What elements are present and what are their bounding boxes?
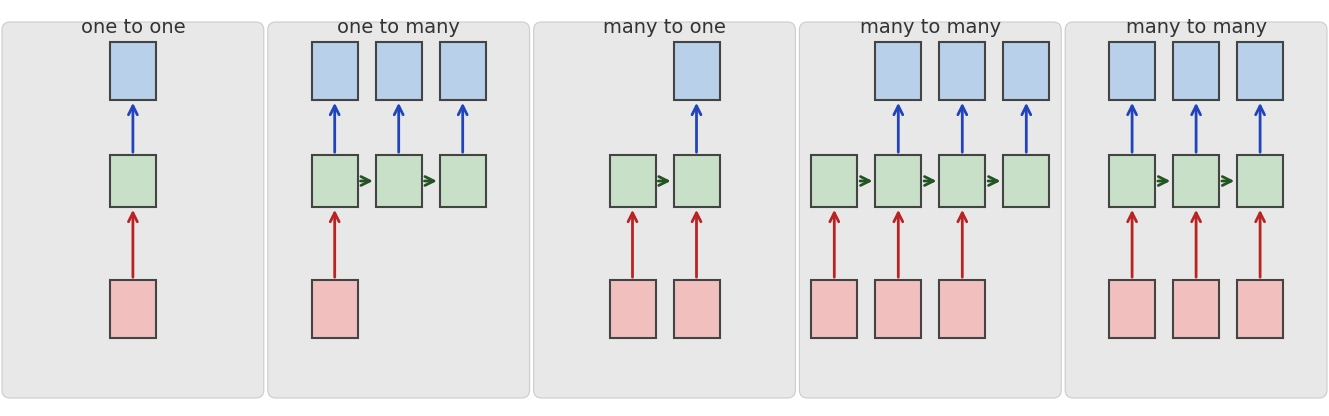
Bar [811,280,857,338]
Bar [110,155,155,207]
Bar [876,155,921,207]
Bar [1110,42,1155,100]
Bar [110,42,155,100]
Bar [876,42,921,100]
Bar [610,280,655,338]
Bar [940,280,985,338]
FancyBboxPatch shape [1066,22,1326,398]
Text: one to one: one to one [81,18,185,37]
Bar [610,155,655,207]
FancyBboxPatch shape [3,22,263,398]
Bar [312,42,358,100]
Text: many to many: many to many [860,18,1001,37]
Bar [440,155,485,207]
Bar [876,280,921,338]
Text: many to one: many to one [603,18,726,37]
Bar [811,155,857,207]
Bar [1174,42,1219,100]
FancyBboxPatch shape [268,22,529,398]
Bar [1110,155,1155,207]
Bar [1003,155,1050,207]
Bar [674,155,719,207]
Bar [674,280,719,338]
Bar [312,280,358,338]
Bar [1174,280,1219,338]
Bar [1003,42,1050,100]
Bar [376,42,421,100]
Bar [674,42,719,100]
FancyBboxPatch shape [534,22,795,398]
Bar [940,42,985,100]
Bar [1237,280,1282,338]
Bar [376,155,421,207]
Bar [1174,155,1219,207]
Bar [110,280,155,338]
Bar [1237,42,1282,100]
Bar [1237,155,1282,207]
Bar [940,155,985,207]
FancyBboxPatch shape [800,22,1061,398]
Bar [440,42,485,100]
Text: many to many: many to many [1126,18,1267,37]
Bar [1110,280,1155,338]
Bar [312,155,358,207]
Text: one to many: one to many [338,18,460,37]
